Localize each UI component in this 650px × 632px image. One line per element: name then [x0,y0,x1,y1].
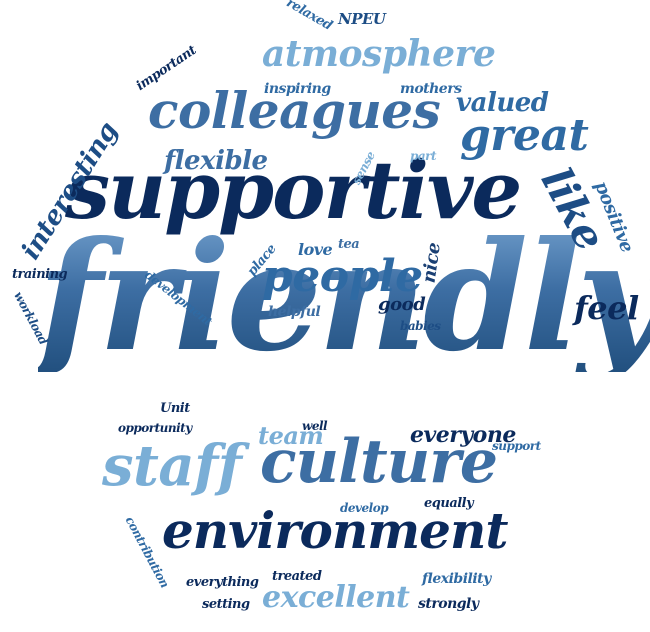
word-inspiring: inspiring [264,81,331,97]
word-team: team [258,421,324,450]
word-flexibility: flexibility [422,571,491,587]
word-strongly: strongly [418,596,479,612]
word-friendly: friendly [38,222,650,372]
word-valued: valued [456,88,549,118]
word-staff: staff [102,433,242,499]
word-feel: feel [574,289,639,327]
word-opportunity: opportunity [118,421,192,435]
word-relaxed: relaxed [283,0,335,34]
word-unit: Unit [160,401,190,416]
word-people: people [262,251,423,302]
word-part: part [410,149,437,163]
word-culture: culture [260,427,498,497]
word-tea: tea [338,237,360,252]
word-everything: everything [186,575,259,590]
word-colleagues: colleagues [148,81,441,140]
word-everyone: everyone [410,422,516,448]
word-love: love [298,240,333,259]
word-well: well [302,419,328,433]
word-support: support [492,439,541,453]
word-environment: environment [162,501,508,560]
word-equally: equally [424,496,474,511]
word-great: great [460,110,589,161]
word-helpful: helpful [268,304,321,320]
word-supportive: supportive [65,143,522,237]
word-excellent: excellent [262,580,410,615]
word-mothers: mothers [400,81,462,97]
word-develop: develop [340,501,389,515]
word-treated: treated [272,569,322,584]
word-npeu: NPEU [338,10,386,28]
word-setting: setting [202,597,250,612]
word-training: training [12,267,68,282]
word-atmosphere: atmosphere [262,33,496,75]
word-flexible: flexible [164,146,268,176]
word-babies: babies [400,319,441,333]
word-good: good [378,294,426,315]
